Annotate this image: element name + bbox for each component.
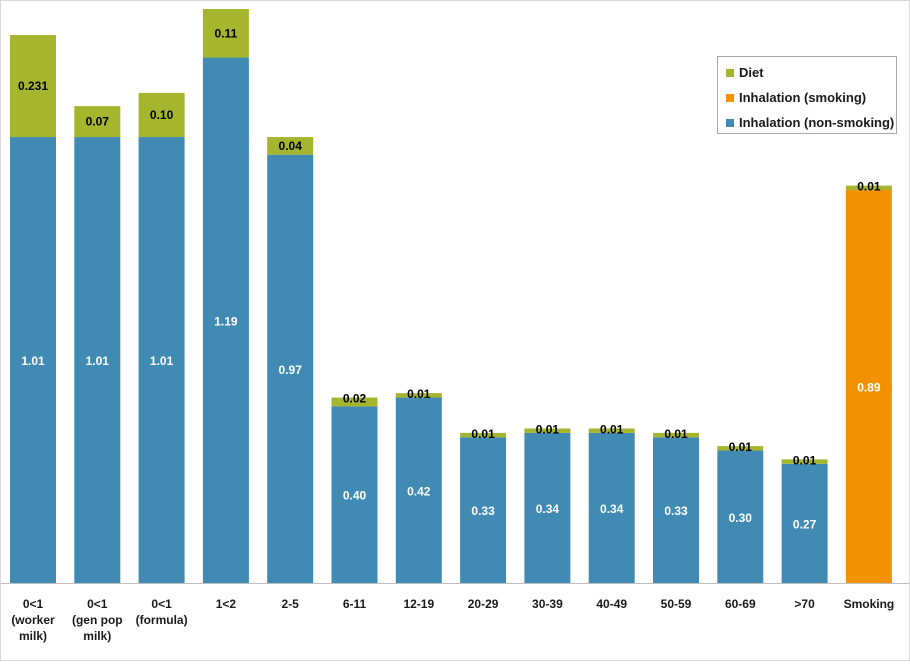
data-label-inhalation-non-smoking-4: 0.97: [279, 363, 303, 377]
data-label-diet-10: 0.01: [664, 427, 688, 441]
bar-inhalation-non-smoking-12: [781, 463, 828, 583]
data-label-diet-11: 0.01: [729, 440, 753, 454]
bar-diet-11: [717, 446, 764, 451]
data-label-diet-7: 0.01: [471, 427, 495, 441]
x-tick-label-13: Smoking: [844, 597, 895, 611]
bar-inhalation-non-smoking-5: [331, 406, 378, 583]
data-label-diet-8: 0.01: [536, 422, 560, 436]
bar-diet-10: [653, 432, 699, 438]
data-label-inhalation-non-smoking-11: 0.30: [729, 511, 753, 525]
data-label-diet-4: 0.04: [279, 139, 303, 153]
bar-diet-5: [331, 397, 378, 407]
bar-inhalation-non-smoking-8: [524, 432, 571, 583]
bar-diet-13: [845, 185, 892, 191]
x-tick-label-7: 20-29: [468, 597, 499, 611]
data-label-inhalation-non-smoking-8: 0.34: [536, 502, 560, 516]
bar-inhalation-non-smoking-6: [395, 397, 442, 583]
bar-diet-3: [202, 9, 249, 58]
bar-inhalation-non-smoking-1: [74, 137, 121, 584]
x-tick-label-4: 2-5: [282, 597, 300, 611]
data-label-inhalation-smoking-13: 0.89: [857, 381, 881, 395]
x-tick-label-12: >70: [794, 597, 815, 611]
x-tick-label-1: 0<1 (gen pop milk): [72, 597, 123, 643]
x-tick-label-10: 50-59: [661, 597, 692, 611]
data-label-inhalation-non-smoking-0: 1.01: [21, 354, 45, 368]
x-tick-label-2: 0<1 (formula): [136, 597, 188, 627]
data-label-diet-12: 0.01: [793, 453, 817, 467]
legend-swatch-diet: [726, 68, 734, 77]
legend-label-inhalation-smoking: Inhalation (smoking): [739, 90, 867, 105]
legend: Diet Inhalation (smoking) Inhalation (no…: [717, 56, 897, 134]
legend-swatch-inhalation-smoking: [726, 93, 734, 102]
legend-label-diet: Diet: [739, 65, 764, 80]
bar-diet-2: [138, 92, 185, 138]
data-label-inhalation-non-smoking-5: 0.40: [343, 489, 367, 503]
bar-diet-12: [781, 459, 828, 464]
legend-item-inhalation-smoking: Inhalation (smoking): [726, 85, 896, 110]
bar-diet-8: [524, 428, 571, 433]
data-label-diet-3: 0.11: [215, 26, 238, 40]
legend-label-inhalation-non-smoking: Inhalation (non-smoking): [739, 115, 895, 130]
x-tick-label-6: 12-19: [403, 597, 434, 611]
data-label-diet-9: 0.01: [600, 422, 624, 436]
data-label-inhalation-non-smoking-6: 0.42: [407, 484, 431, 498]
bar-diet-0: [10, 35, 56, 138]
legend-item-diet: Diet: [726, 60, 896, 85]
bar-inhalation-non-smoking-4: [267, 154, 314, 583]
bar-inhalation-non-smoking-3: [202, 57, 249, 584]
legend-swatch-inhalation-non-smoking: [726, 118, 734, 127]
bar-diet-7: [460, 432, 507, 438]
data-label-diet-5: 0.02: [343, 392, 367, 406]
data-label-inhalation-non-smoking-12: 0.27: [793, 517, 817, 531]
x-tick-label-0: 0<1 (worker milk): [11, 597, 55, 643]
data-label-diet-2: 0.10: [150, 108, 174, 122]
data-label-inhalation-non-smoking-2: 1.01: [150, 354, 174, 368]
data-label-diet-13: 0.01: [857, 180, 881, 194]
bar-diet-9: [588, 428, 635, 433]
bar-diet-1: [74, 106, 121, 138]
x-tick-label-9: 40-49: [596, 597, 627, 611]
bar-inhalation-non-smoking-9: [588, 432, 635, 583]
x-tick-label-5: 6-11: [343, 597, 367, 611]
bar-inhalation-non-smoking-0: [10, 137, 56, 584]
bar-diet-6: [395, 393, 442, 398]
data-label-diet-0: 0.231: [18, 79, 48, 93]
data-label-diet-1: 0.07: [86, 115, 110, 129]
bar-inhalation-non-smoking-11: [717, 450, 764, 583]
data-label-inhalation-non-smoking-7: 0.33: [471, 504, 495, 518]
data-label-inhalation-non-smoking-3: 1.19: [214, 314, 238, 328]
bar-inhalation-non-smoking-2: [138, 137, 185, 584]
data-label-inhalation-non-smoking-1: 1.01: [86, 354, 110, 368]
legend-item-inhalation-non-smoking: Inhalation (non-smoking): [726, 110, 896, 135]
bar-inhalation-non-smoking-7: [460, 437, 507, 583]
data-label-inhalation-non-smoking-9: 0.34: [600, 502, 624, 516]
bar-diet-4: [267, 137, 314, 155]
data-label-inhalation-non-smoking-10: 0.33: [664, 504, 688, 518]
data-label-diet-6: 0.01: [407, 387, 431, 401]
x-tick-label-11: 60-69: [725, 597, 756, 611]
bar-inhalation-smoking-13: [845, 190, 892, 583]
bar-inhalation-non-smoking-10: [653, 437, 699, 583]
x-tick-label-3: 1<2: [216, 597, 237, 611]
x-tick-label-8: 30-39: [532, 597, 563, 611]
